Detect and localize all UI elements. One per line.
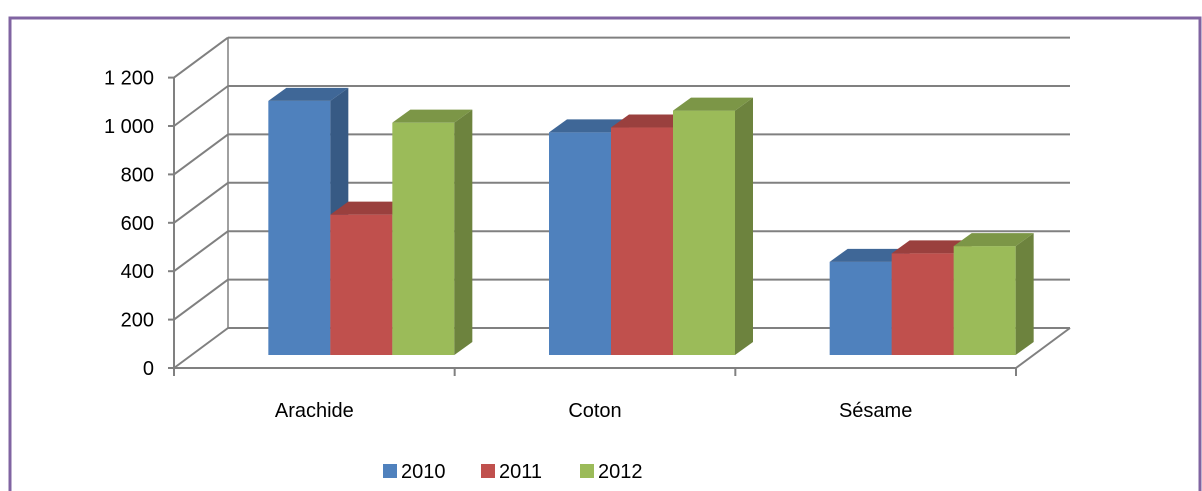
gridline-side [173,278,229,321]
x-tick-label: Sésame [839,400,912,422]
bar [673,97,753,355]
gridline-side [173,230,229,273]
bar-side [1015,233,1034,355]
chart-border [8,16,1202,491]
y-tick-label: 600 [121,213,154,235]
bar-front [953,246,1016,355]
bar-top [829,248,910,262]
bar [829,248,910,355]
y-tick-label: 400 [121,261,154,283]
gridline-side [173,133,229,176]
bars [268,87,1034,356]
legend-swatch [383,464,397,478]
bar-front [829,261,892,355]
y-tick-label: 200 [121,310,154,332]
gridline-side [173,327,229,369]
x-tick-label: Arachide [275,400,354,422]
bar-top [330,201,411,215]
axes [168,76,1017,376]
bar-front [330,214,393,355]
legend-swatch [580,464,594,478]
bar [392,109,473,356]
bar-top [891,240,972,254]
gridline-side [173,36,229,79]
bar-side [735,97,753,355]
legend-label: 2011 [499,461,542,483]
bar-front [392,122,455,356]
bar-front [891,253,954,355]
bar-top [953,233,1034,247]
bar-front [673,110,735,355]
legend-label: 2010 [401,461,446,483]
gridline-side [173,181,229,224]
legend: 2010 2011 2012 [383,461,643,483]
floor-edge [1015,327,1071,369]
y-tick-label: 1 200 [104,68,154,90]
legend-swatch [481,464,495,478]
y-tick-label: 800 [121,164,154,186]
bar-side [454,109,473,356]
bar-front [611,127,673,356]
bar-top [268,87,349,101]
y-tick-label: 1 000 [104,116,154,138]
x-tick-label: Coton [568,400,621,422]
legend-label: 2012 [598,461,643,483]
bar-top [549,119,629,133]
bar-top [673,97,753,111]
y-tick-labels: 0 200 400 600 800 1 000 1 200 [104,68,154,380]
x-tick-labels: Arachide Coton Sésame [275,400,912,422]
bar-top [392,109,473,123]
bar-front [549,132,611,355]
bar-top [611,114,691,128]
bar [953,233,1034,355]
bar-front [268,100,331,356]
gridline-side [173,85,229,127]
y-tick-label: 0 [143,358,154,380]
